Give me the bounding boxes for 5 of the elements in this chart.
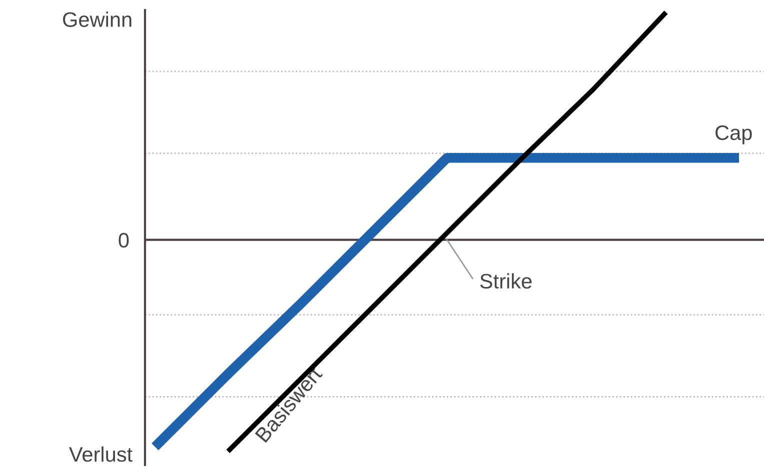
annotation: Strike: [480, 273, 532, 289]
text: 0: [118, 232, 129, 248]
annotation: Cap: [716, 125, 752, 144]
text: Gewinn: [63, 12, 132, 27]
text: Verlust: [69, 446, 132, 462]
